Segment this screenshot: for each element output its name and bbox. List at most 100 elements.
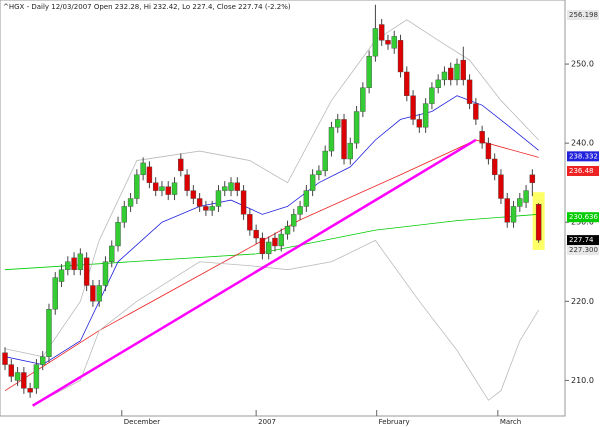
candle-body (498, 174, 504, 199)
candle-body (328, 127, 335, 152)
candle-body (347, 142, 353, 160)
candle-body (309, 174, 316, 191)
x-tick-label: 2007 (258, 418, 276, 426)
candle-body (146, 166, 153, 183)
price-label-box (567, 245, 599, 256)
price-label: 230.636 (569, 213, 598, 221)
price-label-box (567, 10, 599, 21)
candle-body (2, 352, 8, 365)
candle-body (21, 372, 27, 389)
candle-body (510, 206, 517, 223)
candle-body (96, 285, 102, 302)
candle-body (265, 241, 272, 255)
candle-body (190, 190, 197, 199)
candle-body (234, 182, 241, 191)
candle-body (121, 206, 128, 223)
candle-body (303, 190, 310, 207)
candle-body (479, 131, 485, 144)
candle-body (196, 198, 203, 207)
candle-body (14, 372, 21, 381)
candle-body (222, 186, 228, 191)
candle-body (535, 204, 542, 241)
y-tick-label: 230.0 (571, 218, 594, 227)
candle-body (165, 186, 171, 195)
indicator-line (4, 213, 539, 271)
y-tick-label: 240.0 (571, 139, 594, 148)
indicator-line (42, 239, 539, 401)
candle-body (109, 245, 115, 262)
candle-body (410, 95, 416, 120)
candle-body (77, 253, 84, 270)
candle-body (378, 24, 385, 41)
candle-body (297, 206, 303, 215)
y-tick-label: 210.0 (571, 376, 594, 385)
candle-body (460, 59, 466, 81)
candle-body (341, 119, 347, 160)
y-tick-label: 250.0 (571, 60, 594, 69)
candle-body (504, 198, 510, 223)
candle-body (441, 71, 448, 81)
candle-body (529, 174, 536, 183)
indicator-line (4, 95, 539, 366)
candle-body (253, 229, 259, 239)
candle-body (491, 158, 498, 175)
candle-body (335, 119, 341, 128)
price-label: 256.198 (569, 11, 598, 19)
candle-body (58, 269, 65, 282)
candle-body (278, 233, 284, 247)
x-tick-label: February (379, 418, 410, 426)
candle-body (8, 364, 15, 377)
candle-body (240, 190, 247, 215)
candle-body (27, 388, 33, 393)
candle-body (353, 111, 360, 144)
candle-body (435, 79, 441, 88)
candle-body (215, 190, 222, 207)
candle-body (203, 206, 209, 211)
candle-body (209, 206, 215, 211)
price-label: 227.74 (569, 236, 594, 244)
candle-body (284, 225, 291, 235)
candle-body (39, 356, 46, 365)
x-tick-label: December (124, 418, 160, 426)
price-label-box (567, 165, 599, 176)
price-label: 238.332 (569, 152, 598, 160)
candle-body (140, 162, 146, 175)
candle-body (83, 257, 90, 286)
candle-body (291, 214, 297, 227)
candle-body (90, 285, 96, 302)
candle-body (322, 150, 328, 172)
trendline (32, 138, 477, 407)
candle-body (272, 237, 278, 247)
price-label-box (567, 212, 599, 223)
candle-body (316, 170, 322, 175)
candle-body (259, 237, 266, 255)
candle-body (448, 67, 454, 81)
candle-body (52, 277, 58, 310)
candle-body (385, 40, 391, 45)
candle-body (454, 63, 460, 81)
candle-body (523, 190, 529, 203)
candle-body (360, 87, 366, 112)
candle-body (115, 222, 121, 247)
chart-title: ^HGX - Daily 12/03/2007 Open 232.28, Hi … (3, 3, 291, 11)
candle-body (71, 257, 77, 270)
candle-body (228, 182, 234, 191)
candle-body (184, 174, 190, 191)
candle-body (466, 79, 473, 104)
candle-body (485, 142, 492, 160)
price-label-box (567, 235, 599, 246)
candle-body (152, 182, 159, 191)
candle-body (134, 174, 140, 199)
candle-body (422, 103, 429, 128)
candle-body (247, 214, 253, 231)
candle-body (416, 119, 423, 128)
price-label: 227.300 (569, 246, 598, 254)
candle-body (33, 364, 40, 389)
candle-body (159, 186, 165, 191)
x-tick-label: March (500, 418, 521, 426)
y-tick-label: 220.0 (571, 297, 594, 306)
candle-body (102, 261, 109, 286)
candle-body (404, 71, 410, 96)
